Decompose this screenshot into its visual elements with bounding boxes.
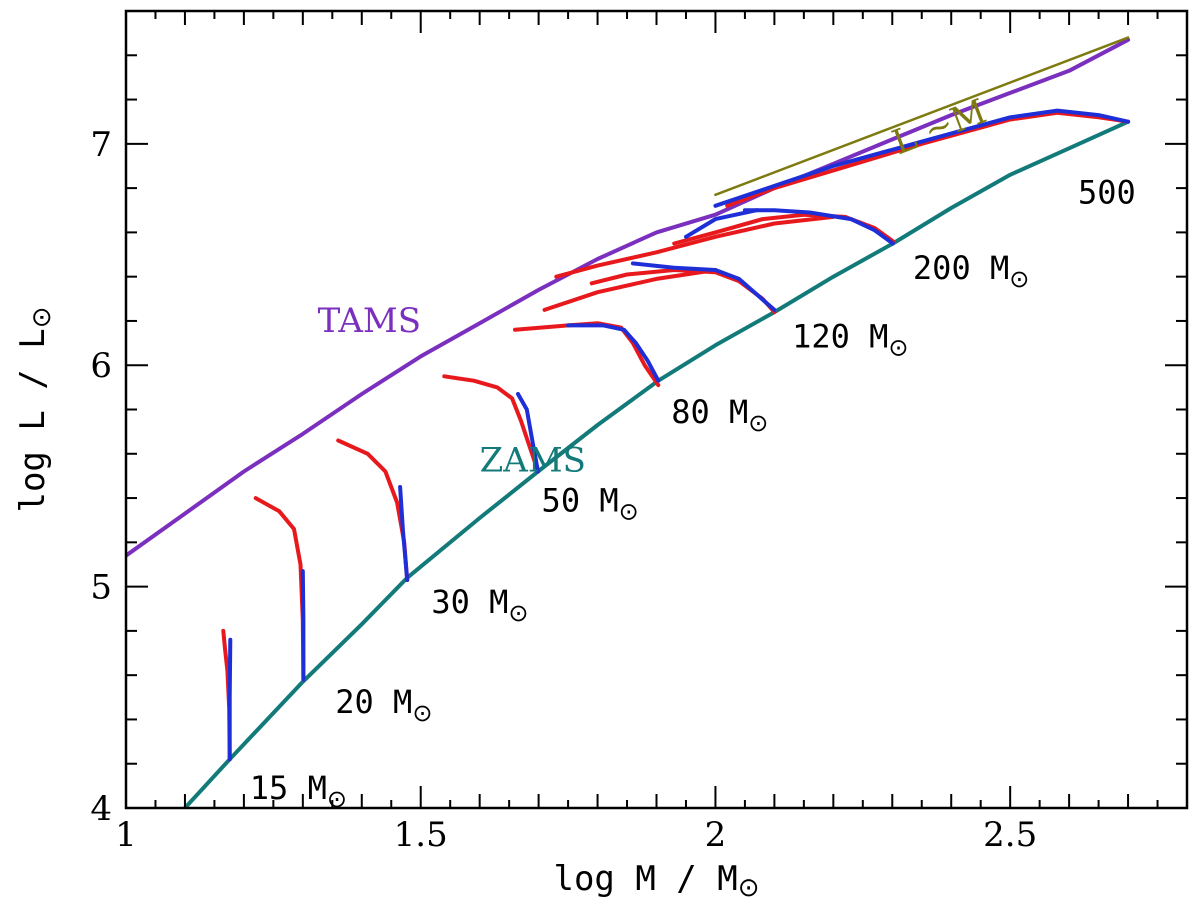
series-200-red-b	[554, 214, 836, 279]
mass-label-50-m: 50 M⊙	[542, 481, 639, 525]
series-30-red	[336, 438, 410, 582]
y-axis-label-text: log L / L	[13, 328, 53, 512]
series-layer	[126, 36, 1131, 808]
series-80-red	[513, 321, 661, 388]
y-tick-label: 7	[90, 125, 112, 165]
series-120-red-b	[542, 268, 718, 312]
series-50-red	[442, 374, 540, 474]
x-axis-label-text: log M / M	[553, 859, 737, 899]
mass-label-30-m: 30 M⊙	[431, 583, 528, 627]
plot-frame	[124, 9, 1189, 810]
x-tick-label: 2.5	[983, 815, 1037, 855]
series-20-blue	[300, 569, 306, 682]
series-20-red	[253, 496, 306, 682]
y-tick-label: 6	[90, 346, 112, 386]
curve-label-zams: ZAMS	[480, 440, 586, 480]
series-80-blue	[566, 323, 661, 383]
series-120-blue	[630, 261, 777, 312]
y-axis-label: log L / L⊙	[13, 306, 57, 512]
series-200-blue-a	[742, 208, 895, 246]
curve-label-lm: L ~M	[887, 92, 992, 164]
mass-label-20-m: 20 M⊙	[335, 683, 432, 727]
mass-label-15-m: 15 M⊙	[250, 769, 347, 813]
y-axis-label-sun-symbol: ⊙	[27, 306, 57, 328]
ticks-layer	[125, 10, 1188, 809]
x-tick-label: 2	[705, 815, 727, 855]
series-tams	[126, 37, 1131, 558]
series-zams	[182, 119, 1131, 808]
series-500-blue	[713, 108, 1131, 208]
series-30-blue	[398, 485, 410, 582]
y-tick-label: 5	[90, 568, 112, 608]
x-tick-label: 1	[115, 815, 137, 855]
mass-label-120-m: 120 M⊙	[792, 318, 908, 362]
series-l-m	[714, 36, 1130, 197]
curve-label-tams: TAMS	[318, 301, 421, 341]
y-tick-label: 4	[90, 789, 112, 829]
x-axis-label: log M / M⊙	[553, 859, 759, 903]
mass-label-500: 500	[1078, 174, 1136, 212]
series-200-blue-b	[684, 208, 759, 239]
x-tick-label: 1.5	[394, 815, 448, 855]
labels-layer: 1 1.5 2 2.5 4 5 6 7 TAMS ZAMS L ~M 15 M⊙ 20 M⊙ 30 M⊙ 5…	[90, 92, 1135, 855]
series-15-blue	[227, 637, 233, 762]
series-50-blue	[516, 392, 540, 474]
mass-label-80-m: 80 M⊙	[671, 393, 768, 437]
mass-label-200-m: 200 M⊙	[913, 249, 1029, 293]
x-axis-label-sun-symbol: ⊙	[738, 873, 760, 903]
series-500-red	[725, 110, 1131, 208]
